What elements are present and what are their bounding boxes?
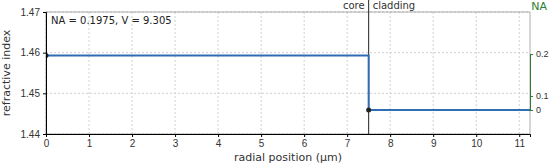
marks	[46, 53, 530, 112]
tick-label: 3	[173, 138, 179, 149]
tick-label: 1.44	[21, 129, 41, 140]
axis-line	[531, 55, 534, 111]
tick: 4	[216, 134, 222, 149]
tick: 6	[302, 134, 308, 149]
tick-label: 1.45	[21, 88, 41, 99]
tick-label: 1.46	[21, 47, 41, 58]
tick: 0.1	[530, 91, 549, 101]
y2-axis-title: NA	[531, 0, 547, 13]
tick-mark	[43, 53, 46, 54]
tick-label: 0.2	[536, 49, 549, 59]
tick-label: 0	[44, 138, 50, 149]
tick-mark	[476, 134, 477, 137]
tick: 10	[471, 134, 483, 149]
region-label: core	[343, 0, 365, 11]
tick: 7	[345, 134, 351, 149]
y-axis: 1.44 1.45 1.46 1.47	[21, 7, 47, 140]
grid-line	[218, 12, 219, 134]
tick-label: 11	[515, 138, 526, 149]
tick-label: 2	[130, 138, 136, 149]
grid-line	[519, 12, 520, 134]
grid-line	[261, 12, 262, 134]
grid-line	[433, 12, 434, 134]
chart: 0 1 2 3 4 5 6 7 8 9 10 11 1.44 1.45 1.46 1.47 0 0.1 0.2 rad…	[0, 0, 550, 164]
plot-frame	[46, 12, 530, 134]
tick-mark	[43, 134, 46, 135]
annotation: NA = 0.1975, V = 9.305	[51, 15, 172, 26]
grid-line	[347, 12, 348, 134]
tick: 1	[87, 134, 93, 149]
tick-mark	[390, 134, 391, 137]
tick-label: 8	[388, 138, 394, 149]
grid	[46, 12, 530, 134]
grid-line	[46, 52, 530, 53]
tick-mark	[218, 134, 219, 137]
tick-mark	[89, 134, 90, 137]
tick-mark	[433, 134, 434, 137]
marker	[366, 108, 371, 113]
tick-mark	[43, 12, 46, 13]
tick: 1.47	[21, 7, 46, 18]
tick-label: 5	[259, 138, 265, 149]
tick-label: 0.1	[536, 91, 549, 101]
tick: 3	[173, 134, 179, 149]
tick-label: 1.47	[21, 7, 41, 18]
tick: 2	[130, 134, 136, 149]
axis-line	[43, 13, 47, 135]
tick-mark	[519, 134, 520, 137]
tick-label: 9	[431, 138, 437, 149]
grid-line	[175, 12, 176, 134]
tick-mark	[132, 134, 133, 137]
profile-line	[46, 56, 530, 110]
axis-line	[47, 135, 531, 138]
tick-label: 7	[345, 138, 351, 149]
tick-label: 6	[302, 138, 308, 149]
tick-mark	[175, 134, 176, 137]
tick: 1.44	[21, 129, 46, 140]
x-axis-title: radial position (µm)	[234, 151, 342, 164]
tick: 11	[515, 134, 526, 149]
tick-label: 4	[216, 138, 222, 149]
tick: 8	[388, 134, 394, 149]
tick: 5	[259, 134, 265, 149]
tick: 0.2	[530, 49, 549, 59]
tick-mark	[304, 134, 305, 137]
x-axis: 0 1 2 3 4 5 6 7 8 9 10 11	[44, 134, 531, 149]
tick: 0	[44, 134, 50, 149]
tick-mark	[347, 134, 348, 137]
grid-line	[304, 12, 305, 134]
tick: 0	[530, 105, 541, 115]
tick-label: 0	[536, 105, 541, 115]
grid-line	[132, 12, 133, 134]
tick-mark	[43, 93, 46, 94]
tick-label: 10	[471, 138, 483, 149]
tick: 1.46	[21, 47, 46, 58]
tick-mark	[261, 134, 262, 137]
grid-line	[476, 12, 477, 134]
tick-mark	[530, 54, 533, 55]
grid-line	[390, 12, 391, 134]
tick-label: 1	[87, 138, 93, 149]
tick-mark	[530, 110, 533, 111]
y-axis-title: refractive index	[0, 29, 13, 116]
grid-line	[46, 93, 530, 94]
grid-line	[89, 12, 90, 134]
tick-mark	[530, 96, 533, 97]
y2-axis: 0 0.1 0.2	[530, 49, 549, 115]
tick: 1.45	[21, 88, 46, 99]
tick: 9	[431, 134, 437, 149]
region-label: cladding	[373, 0, 416, 11]
